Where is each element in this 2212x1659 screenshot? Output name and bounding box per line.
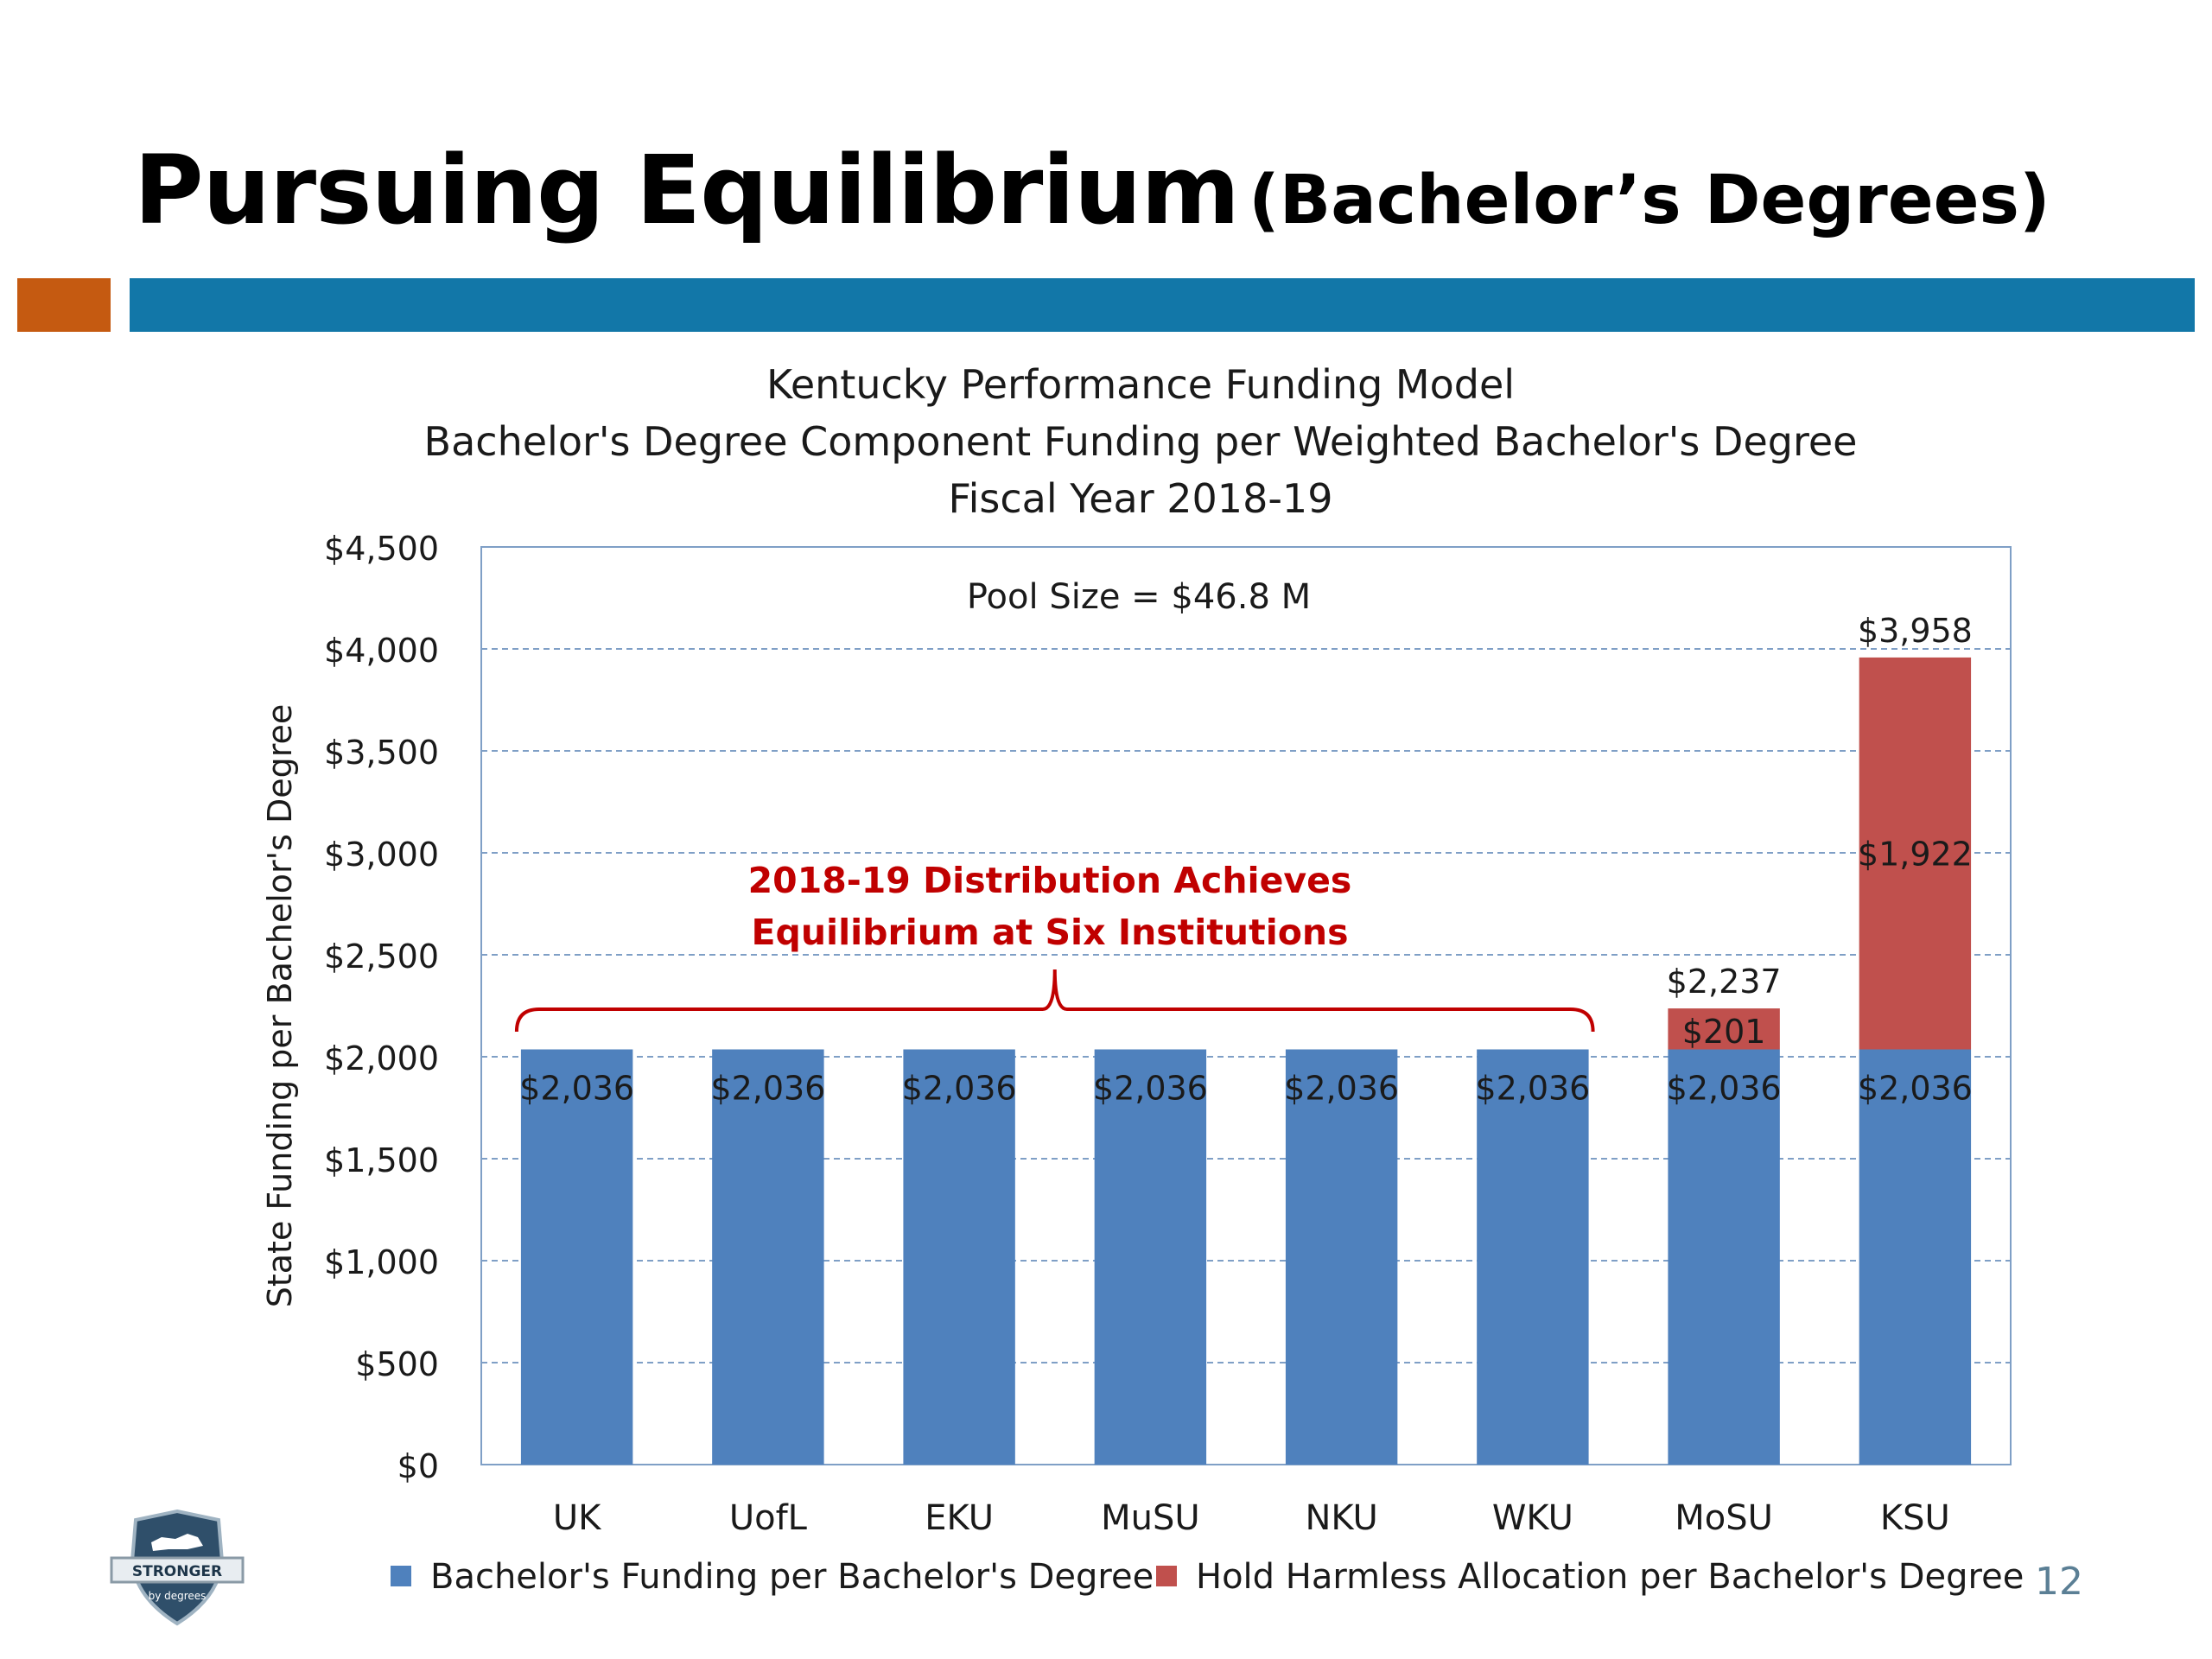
y-tick-label: $3,500 — [324, 734, 439, 772]
y-tick-label: $4,500 — [324, 530, 439, 568]
bar-nku-bachelors-funding — [1285, 1049, 1398, 1465]
chart-title-line-2: Bachelor's Degree Component Funding per … — [423, 418, 1858, 465]
bar-ksu-hold-harmless — [1859, 657, 1972, 1050]
bar-uofl-bachelors-funding — [712, 1049, 824, 1465]
bar-eku-bachelors-funding — [903, 1049, 1015, 1465]
y-tick-label: $2,000 — [324, 1039, 439, 1077]
y-tick-label: $2,500 — [324, 938, 439, 976]
y-tick-label: $0 — [397, 1447, 439, 1485]
equilibrium-annotation-line-2: Equilibrium at Six Institutions — [751, 912, 1348, 953]
equilibrium-annotation-line-1: 2018-19 Distribution Achieves — [748, 860, 1352, 901]
stronger-by-degrees-logo: STRONGER by degrees — [110, 1509, 245, 1626]
data-label-bachelors: $2,036 — [902, 1070, 1017, 1108]
y-tick-label: $1,500 — [324, 1141, 439, 1179]
y-tick-label: $3,000 — [324, 836, 439, 874]
x-tick-label: UofL — [729, 1498, 808, 1538]
data-label-bachelors: $2,036 — [1667, 1070, 1782, 1108]
legend-label-hold-harmless: Hold Harmless Allocation per Bachelor's … — [1196, 1557, 2024, 1597]
x-tick-label: KSU — [1880, 1498, 1950, 1538]
slide-title: Pursuing Equilibrium (Bachelor’s Degrees… — [134, 138, 2050, 243]
legend-swatch-hold-harmless — [1156, 1566, 1177, 1586]
equilibrium-brace — [514, 969, 1595, 1033]
data-label-hold-harmless: $1,922 — [1858, 836, 1973, 874]
data-label-bachelors: $2,036 — [1475, 1070, 1590, 1108]
bar-musu-bachelors-funding — [1094, 1049, 1207, 1465]
page-number: 12 — [2035, 1560, 2083, 1604]
x-tick-label: MoSU — [1675, 1498, 1773, 1538]
y-tick-label: $1,000 — [324, 1243, 439, 1281]
data-label-total: $3,958 — [1858, 612, 1973, 650]
data-label-total: $2,237 — [1667, 963, 1782, 1001]
data-label-bachelors: $2,036 — [1858, 1070, 1973, 1108]
chart-title: Kentucky Performance Funding Model Bache… — [0, 356, 2212, 527]
data-label-bachelors: $2,036 — [1093, 1070, 1208, 1108]
x-tick-label: UK — [553, 1498, 602, 1538]
logo-text: STRONGER — [132, 1563, 222, 1580]
y-tick-label: $500 — [355, 1345, 439, 1383]
pool-size-annotation: Pool Size = $46.8 M — [967, 577, 1311, 617]
slide-title-main: Pursuing Equilibrium — [134, 135, 1240, 245]
accent-bar-orange — [17, 278, 111, 332]
bar-ksu-bachelors-funding — [1859, 1049, 1972, 1465]
plot-area — [480, 546, 2012, 1465]
data-label-bachelors: $2,036 — [519, 1070, 634, 1108]
bar-wku-bachelors-funding — [1477, 1049, 1589, 1465]
chart-title-line-1: Kentucky Performance Funding Model — [766, 361, 1516, 408]
x-tick-label: NKU — [1305, 1498, 1377, 1538]
x-tick-label: WKU — [1492, 1498, 1573, 1538]
bar-uk-bachelors-funding — [520, 1049, 633, 1465]
x-tick-label: EKU — [925, 1498, 994, 1538]
legend-label-bachelors: Bachelor's Funding per Bachelor's Degree — [430, 1557, 1154, 1597]
data-label-bachelors: $2,036 — [1284, 1070, 1399, 1108]
x-tick-label: MuSU — [1101, 1498, 1200, 1538]
data-label-bachelors: $2,036 — [710, 1070, 825, 1108]
bar-mosu-hold-harmless — [1668, 1008, 1780, 1050]
accent-bar-blue — [130, 278, 2195, 332]
data-label-hold-harmless: $201 — [1682, 1013, 1766, 1051]
legend-swatch-bachelors — [391, 1566, 411, 1586]
chart-title-line-3: Fiscal Year 2018-19 — [948, 475, 1333, 522]
slide-title-sub: (Bachelor’s Degrees) — [1249, 162, 2050, 239]
y-tick-label: $4,000 — [324, 632, 439, 670]
y-axis-title: State Funding per Bachelor's Degree — [261, 704, 299, 1308]
logo-subtext: by degrees — [149, 1590, 207, 1602]
bar-mosu-bachelors-funding — [1668, 1049, 1780, 1465]
